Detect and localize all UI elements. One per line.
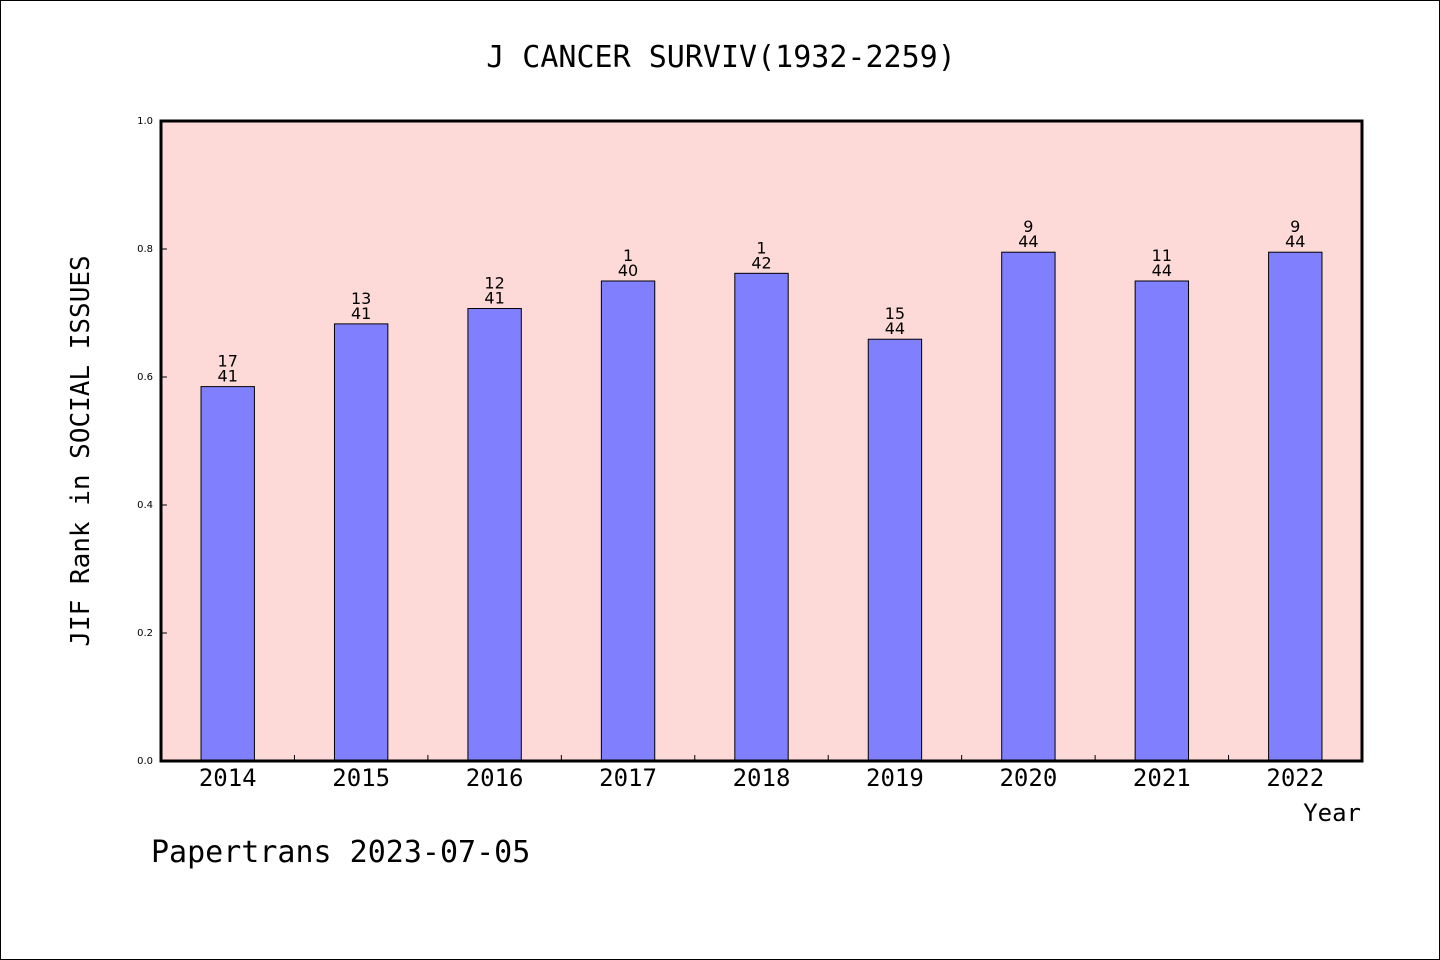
x-axis: 2014 2015 2016 2017 2018 2019 2020 2021 2022	[199, 755, 1324, 792]
chart-title: J CANCER SURVIV(1932-2259)	[486, 40, 956, 75]
x-tick-label: 2022	[1266, 764, 1324, 792]
y-tick-label: 0.4	[137, 500, 153, 511]
bar-rank-label: 12	[484, 274, 504, 293]
bar-total-label: 44	[1018, 232, 1038, 251]
x-tick-label: 2019	[866, 764, 924, 792]
bars	[200, 251, 1323, 762]
x-tick-label: 2017	[599, 764, 657, 792]
bar-rank-label: 1	[623, 246, 633, 265]
x-axis-label: Year	[1303, 799, 1361, 827]
bar-rank-label: 13	[351, 289, 371, 308]
bar-2019	[867, 338, 923, 762]
bar-2018	[734, 272, 789, 762]
bar-rank-label: 11	[1152, 246, 1172, 265]
bar-total-label: 41	[218, 367, 238, 386]
x-tick-label: 2020	[999, 764, 1057, 792]
bar-2017	[600, 280, 656, 762]
bar-total-label: 44	[1152, 261, 1172, 280]
x-tick-label: 2015	[332, 764, 390, 792]
x-tick-label: 2014	[199, 764, 257, 792]
bar-2020	[1001, 251, 1056, 762]
x-tick-label: 2016	[466, 764, 524, 792]
bar-rank-label: 9	[1023, 217, 1033, 236]
bar-2014	[200, 386, 255, 762]
bar-2022	[1268, 251, 1323, 762]
bar-total-label: 44	[1285, 232, 1305, 251]
footer-text: Papertrans 2023-07-05	[151, 835, 531, 870]
x-tick-label: 2021	[1133, 764, 1191, 792]
y-tick-label: 0.2	[137, 628, 153, 639]
bar-total-label: 42	[751, 253, 771, 272]
bar-2015	[333, 323, 389, 762]
bar-total-label: 41	[484, 289, 504, 308]
bar-total-label: 41	[351, 304, 371, 323]
plot-border	[159, 119, 1364, 763]
y-tick-label: 0.8	[137, 244, 153, 255]
bar-rank-label: 9	[1290, 217, 1300, 236]
bar-rank-label: 15	[885, 304, 905, 323]
y-tick-label: 0.0	[137, 756, 153, 767]
bar-2016	[467, 308, 522, 762]
bar-2021	[1134, 280, 1190, 762]
bar-rank-label: 17	[218, 352, 238, 371]
bar-rank-label: 1	[756, 238, 766, 257]
y-tick-label: 0.6	[137, 372, 153, 383]
bar-total-label: 44	[885, 319, 905, 338]
y-tick-label: 1.0	[137, 116, 153, 127]
bar-total-label: 40	[618, 261, 638, 280]
y-axis-label: JIF Rank in SOCIAL ISSUES	[66, 255, 96, 646]
x-tick-label: 2018	[733, 764, 791, 792]
